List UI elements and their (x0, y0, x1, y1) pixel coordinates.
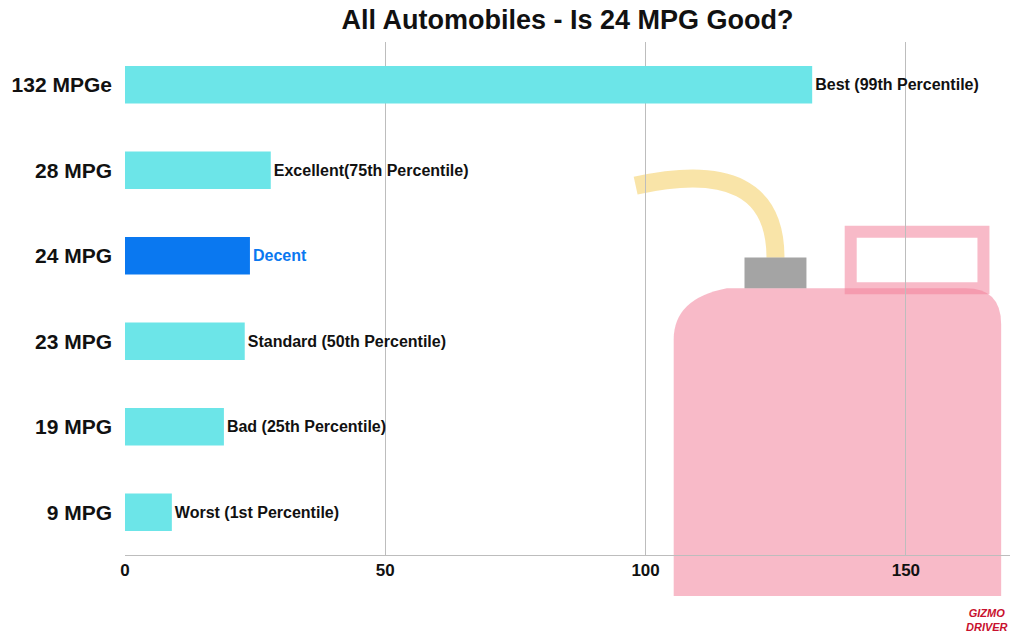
svg-text:GIZMODRIVER: GIZMODRIVER (966, 607, 1008, 633)
svg-text:19 MPG: 19 MPG (35, 415, 112, 438)
svg-text:Decent: Decent (253, 247, 307, 264)
svg-text:23 MPG: 23 MPG (35, 330, 112, 353)
svg-text:Standard (50th Percentile): Standard (50th Percentile) (248, 333, 446, 350)
svg-text:24 MPG: 24 MPG (35, 244, 112, 267)
svg-text:28 MPG: 28 MPG (35, 159, 112, 182)
svg-text:132 MPGe: 132 MPGe (12, 73, 112, 96)
svg-text:150: 150 (892, 561, 920, 580)
svg-text:Best (99th Percentile): Best (99th Percentile) (815, 76, 979, 93)
svg-text:Excellent(75th Percentile): Excellent(75th Percentile) (274, 162, 469, 179)
svg-text:Bad (25th Percentile): Bad (25th Percentile) (227, 418, 386, 435)
svg-text:9 MPG: 9 MPG (47, 501, 112, 524)
svg-text:100: 100 (631, 561, 659, 580)
svg-text:50: 50 (376, 561, 395, 580)
svg-text:All Automobiles - Is 24 MPG Go: All Automobiles - Is 24 MPG Good? (341, 5, 793, 35)
svg-text:0: 0 (120, 561, 129, 580)
svg-text:Worst (1st Percentile): Worst (1st Percentile) (175, 504, 339, 521)
